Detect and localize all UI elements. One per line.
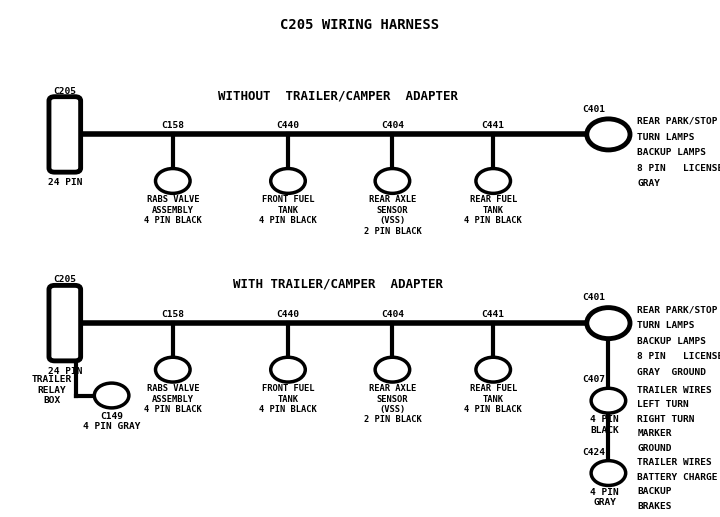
Circle shape: [375, 357, 410, 382]
Text: C440: C440: [276, 310, 300, 319]
Text: FRONT FUEL
TANK
4 PIN BLACK: FRONT FUEL TANK 4 PIN BLACK: [259, 384, 317, 414]
FancyBboxPatch shape: [49, 285, 81, 361]
Text: GRAY  GROUND: GRAY GROUND: [637, 368, 706, 377]
Circle shape: [271, 169, 305, 193]
Text: RABS VALVE
ASSEMBLY
4 PIN BLACK: RABS VALVE ASSEMBLY 4 PIN BLACK: [144, 384, 202, 414]
Text: BACKUP LAMPS: BACKUP LAMPS: [637, 337, 706, 346]
Text: BACKUP LAMPS: BACKUP LAMPS: [637, 148, 706, 157]
Text: REAR FUEL
TANK
4 PIN BLACK: REAR FUEL TANK 4 PIN BLACK: [464, 384, 522, 414]
Circle shape: [591, 388, 626, 413]
Text: C158: C158: [161, 310, 184, 319]
Text: BRAKES: BRAKES: [637, 501, 672, 511]
Circle shape: [271, 357, 305, 382]
Text: REAR AXLE
SENSOR
(VSS)
2 PIN BLACK: REAR AXLE SENSOR (VSS) 2 PIN BLACK: [364, 195, 421, 236]
Circle shape: [587, 119, 630, 150]
Circle shape: [587, 308, 630, 339]
Text: BATTERY CHARGE: BATTERY CHARGE: [637, 473, 718, 482]
Text: WITH TRAILER/CAMPER  ADAPTER: WITH TRAILER/CAMPER ADAPTER: [233, 278, 444, 291]
Text: TURN LAMPS: TURN LAMPS: [637, 321, 695, 330]
Text: REAR FUEL
TANK
4 PIN BLACK: REAR FUEL TANK 4 PIN BLACK: [464, 195, 522, 225]
Text: GROUND: GROUND: [637, 444, 672, 453]
Text: MARKER: MARKER: [637, 429, 672, 438]
Text: TRAILER
RELAY
BOX: TRAILER RELAY BOX: [32, 375, 72, 405]
Text: C441: C441: [482, 121, 505, 130]
Text: C401: C401: [582, 294, 605, 302]
Text: 24 PIN: 24 PIN: [48, 367, 82, 376]
Text: TRAILER WIRES: TRAILER WIRES: [637, 458, 712, 467]
Circle shape: [156, 169, 190, 193]
Text: C404: C404: [381, 121, 404, 130]
Text: GRAY: GRAY: [637, 179, 660, 188]
FancyBboxPatch shape: [49, 97, 81, 172]
Text: C407: C407: [582, 375, 605, 384]
Text: 8 PIN   LICENSE LAMPS: 8 PIN LICENSE LAMPS: [637, 163, 720, 173]
Text: 4 PIN
BLACK: 4 PIN BLACK: [590, 415, 619, 435]
Text: C205: C205: [53, 87, 76, 96]
Text: C441: C441: [482, 310, 505, 319]
Text: C149
4 PIN GRAY: C149 4 PIN GRAY: [83, 412, 140, 432]
Text: REAR AXLE
SENSOR
(VSS)
2 PIN BLACK: REAR AXLE SENSOR (VSS) 2 PIN BLACK: [364, 384, 421, 424]
Text: C205 WIRING HARNESS: C205 WIRING HARNESS: [280, 18, 440, 32]
Circle shape: [476, 357, 510, 382]
Circle shape: [591, 461, 626, 485]
Text: C205: C205: [53, 276, 76, 284]
Text: BACKUP: BACKUP: [637, 487, 672, 496]
Text: REAR PARK/STOP: REAR PARK/STOP: [637, 117, 718, 126]
Text: C401: C401: [582, 105, 605, 114]
Circle shape: [156, 357, 190, 382]
Text: 8 PIN   LICENSE LAMPS: 8 PIN LICENSE LAMPS: [637, 352, 720, 361]
Text: LEFT TURN: LEFT TURN: [637, 400, 689, 409]
Text: TURN LAMPS: TURN LAMPS: [637, 132, 695, 142]
Text: C158: C158: [161, 121, 184, 130]
Circle shape: [94, 383, 129, 408]
Text: 4 PIN
GRAY: 4 PIN GRAY: [590, 488, 619, 507]
Text: C404: C404: [381, 310, 404, 319]
Circle shape: [375, 169, 410, 193]
Text: FRONT FUEL
TANK
4 PIN BLACK: FRONT FUEL TANK 4 PIN BLACK: [259, 195, 317, 225]
Circle shape: [476, 169, 510, 193]
Text: RIGHT TURN: RIGHT TURN: [637, 415, 695, 424]
Text: TRAILER WIRES: TRAILER WIRES: [637, 386, 712, 395]
Text: 24 PIN: 24 PIN: [48, 178, 82, 187]
Text: C440: C440: [276, 121, 300, 130]
Text: C424: C424: [582, 448, 605, 457]
Text: REAR PARK/STOP: REAR PARK/STOP: [637, 306, 718, 315]
Text: RABS VALVE
ASSEMBLY
4 PIN BLACK: RABS VALVE ASSEMBLY 4 PIN BLACK: [144, 195, 202, 225]
Text: WITHOUT  TRAILER/CAMPER  ADAPTER: WITHOUT TRAILER/CAMPER ADAPTER: [218, 89, 459, 102]
